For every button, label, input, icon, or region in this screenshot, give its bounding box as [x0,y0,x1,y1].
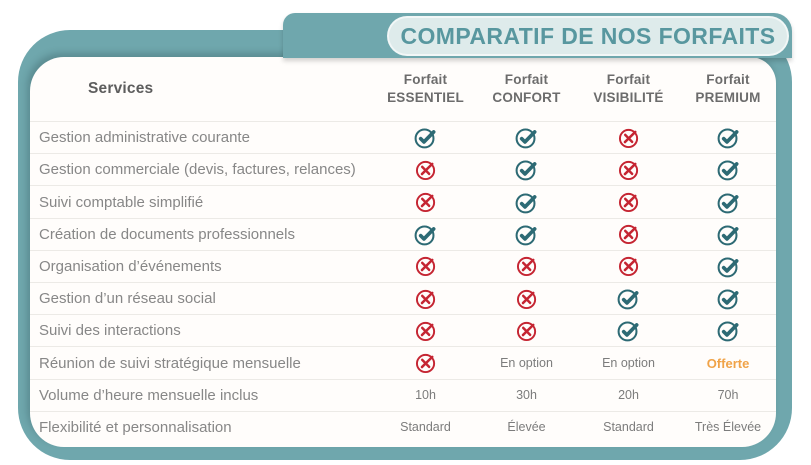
cross-icon [476,319,577,343]
cell-text: Élevée [507,420,546,435]
cross-icon [577,158,680,182]
comparison-card: Services Forfait ESSENTIEL Forfait CONFO… [30,57,776,447]
cell-text: 10h [415,388,436,403]
cell-text: Standard [603,420,654,435]
services-header: Services [88,80,154,97]
check-icon [577,286,680,311]
page-title: COMPARATIF DE NOS FORFAITS [400,22,776,49]
column-header-confort: Forfait CONFORT [476,71,577,107]
cross-icon [577,126,680,150]
check-icon [375,125,476,150]
column-header-line1: Forfait [403,71,448,87]
column-header-line2: VISIBILITÉ [593,90,664,105]
cross-icon [476,254,577,278]
table-header-row: Services Forfait ESSENTIEL Forfait CONFO… [30,57,776,121]
cross-icon [375,319,476,343]
cross-icon [375,254,476,278]
column-header-visibilite: Forfait VISIBILITÉ [577,71,680,107]
service-label: Réunion de suivi stratégique mensuelle [39,354,301,372]
check-icon [577,318,680,343]
table-row: Organisation d’événements [30,249,776,282]
column-header-line1: Forfait [606,71,651,87]
check-icon [476,125,577,150]
title-banner: COMPARATIF DE NOS FORFAITS [283,13,792,58]
column-header-essentiel: Forfait ESSENTIEL [375,71,476,107]
table-row: Création de documents professionnels [30,217,776,250]
service-label: Gestion commerciale (devis, factures, re… [39,161,356,179]
cross-icon [375,190,476,214]
check-icon [680,190,776,215]
table-row: Volume d’heure mensuelle inclus 10h 30h 20h… [30,378,776,411]
cross-icon [577,190,680,214]
column-header-line2: ESSENTIEL [387,90,464,105]
title-pill: COMPARATIF DE NOS FORFAITS [387,16,789,56]
check-icon [680,318,776,343]
service-label: Suivi comptable simplifié [39,193,204,211]
table-row: Flexibilité et personnalisation Standard É… [30,410,776,443]
cross-icon [375,351,476,375]
cross-icon [476,287,577,311]
check-icon [476,222,577,247]
check-icon [375,222,476,247]
table-row: Réunion de suivi stratégique mensuelle E… [30,346,776,378]
cell-text: En option [602,356,655,371]
service-label: Suivi des interactions [39,322,181,340]
check-icon [680,125,776,150]
check-icon [476,157,577,182]
check-icon [680,222,776,247]
check-icon [680,157,776,182]
service-label: Volume d’heure mensuelle inclus [39,386,259,404]
cell-text: 70h [717,388,739,403]
cell-text: En option [500,356,553,371]
cell-text: Très Élevée [694,420,762,435]
service-label: Gestion d’un réseau social [39,290,216,308]
cell-text: Standard [400,420,451,435]
column-header-premium: Forfait PREMIUM [680,71,776,107]
service-label: Gestion administrative courante [39,129,250,147]
service-label: Création de documents professionnels [39,225,295,243]
cell-text: 30h [516,388,537,403]
check-icon [680,286,776,311]
column-header-line1: Forfait [706,71,750,87]
service-label: Flexibilité et personnalisation [39,418,232,436]
check-icon [680,254,776,279]
table-body: Gestion administrative courante Gestion … [30,121,776,447]
column-header-line1: Forfait [504,71,549,87]
table-row: Gestion administrative courante [30,121,776,153]
cross-icon [375,158,476,182]
service-label: Organisation d’événements [39,257,222,275]
cross-icon [375,287,476,311]
table-row: Gestion d’un réseau social [30,282,776,314]
column-header-line2: PREMIUM [695,90,761,105]
table-row: Gestion commerciale (devis, factures, re… [30,153,776,185]
table-row: Suivi des interactions [30,314,776,346]
table-row: Suivi comptable simplifié [30,185,776,217]
check-icon [476,190,577,215]
column-header-line2: CONFORT [492,90,561,105]
cell-text: 20h [618,388,639,403]
cross-icon [577,254,680,278]
cell-text: Offerte [706,355,750,371]
cross-icon [577,222,680,246]
